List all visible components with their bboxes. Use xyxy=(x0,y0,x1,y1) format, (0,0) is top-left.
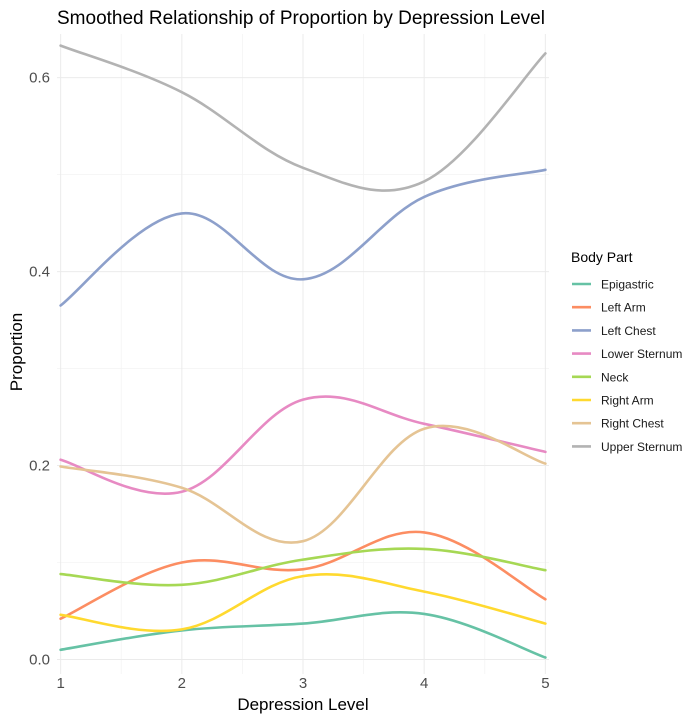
y-axis-title: Proportion xyxy=(7,313,26,391)
series-line-epigastric xyxy=(59,610,547,659)
x-tick-label: 3 xyxy=(299,675,307,692)
y-tick-label: 0.2 xyxy=(29,458,50,475)
series-line-lower-sternum xyxy=(59,395,547,495)
y-tick-label: 0.0 xyxy=(29,651,50,668)
chart-title: Smoothed Relationship of Proportion by D… xyxy=(57,8,545,29)
x-tick-label: 2 xyxy=(178,675,186,692)
legend-label-lower-sternum: Lower Sternum xyxy=(601,347,682,361)
legend-label-neck: Neck xyxy=(601,370,629,384)
legend: Body Part Epigastric Left Arm Left Chest Lo… xyxy=(571,249,682,454)
x-axis-title: Depression Level xyxy=(237,695,368,714)
series-line-neck xyxy=(59,547,547,587)
y-tick-label: 0.4 xyxy=(29,264,50,281)
y-tick-label: 0.6 xyxy=(29,70,50,87)
series-line-left-chest xyxy=(59,168,547,307)
series-line-left-arm xyxy=(59,530,547,620)
y-axis-ticks: 0.0 0.2 0.4 0.6 xyxy=(29,70,50,669)
plot-grid xyxy=(57,34,549,674)
series-lines xyxy=(59,44,547,659)
legend-title: Body Part xyxy=(571,249,633,265)
series-line-right-chest xyxy=(59,424,547,544)
x-axis-ticks: 1 2 3 4 5 xyxy=(56,675,549,692)
series-line-right-arm xyxy=(59,572,547,633)
legend-label-left-chest: Left Chest xyxy=(601,324,656,338)
series-line-upper-sternum xyxy=(59,44,547,192)
x-tick-label: 5 xyxy=(541,675,549,692)
x-tick-label: 4 xyxy=(420,675,428,692)
legend-label-right-arm: Right Arm xyxy=(601,394,654,408)
x-tick-label: 1 xyxy=(56,675,64,692)
legend-label-left-arm: Left Arm xyxy=(601,301,646,315)
legend-label-upper-sternum: Upper Sternum xyxy=(601,440,682,454)
legend-label-epigastric: Epigastric xyxy=(601,278,654,292)
legend-label-right-chest: Right Chest xyxy=(601,417,664,431)
